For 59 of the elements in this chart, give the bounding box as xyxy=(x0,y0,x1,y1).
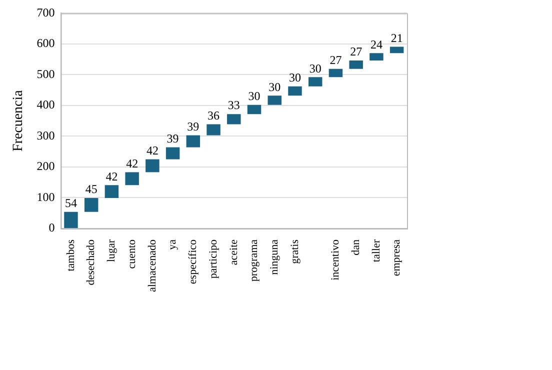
bar xyxy=(247,104,262,114)
bar xyxy=(268,96,282,105)
bar xyxy=(206,124,220,136)
bar xyxy=(349,60,363,69)
y-tick-label: 600 xyxy=(36,36,55,50)
bar xyxy=(166,147,180,160)
bar xyxy=(104,185,119,198)
data-label: 30 xyxy=(309,61,322,76)
data-label: 54 xyxy=(64,196,77,210)
y-tick-label: 0 xyxy=(48,220,55,235)
x-tick-label: ninguna xyxy=(268,239,281,275)
x-tick-label: desechado xyxy=(85,238,98,286)
x-tick-label: aceite xyxy=(228,239,240,266)
x-tick-label: lugar xyxy=(106,239,118,262)
y-tick-label: 300 xyxy=(36,128,55,142)
x-tick-label: participo xyxy=(207,238,220,279)
bar xyxy=(227,114,241,124)
bar xyxy=(328,68,343,78)
data-label: 24 xyxy=(370,37,382,52)
y-axis-title: Frecuencia xyxy=(11,89,26,152)
y-tick-label: 200 xyxy=(36,159,55,174)
data-label: 42 xyxy=(106,169,118,184)
x-tick-label: cuento xyxy=(126,238,138,269)
x-tick-label: taller xyxy=(370,239,382,262)
y-tick-label: 500 xyxy=(36,66,55,81)
x-tick-label: almacenado xyxy=(146,238,158,292)
bar xyxy=(125,172,139,186)
x-tick-label: programa xyxy=(248,239,260,282)
bar xyxy=(186,135,200,148)
data-label: 30 xyxy=(248,89,260,103)
bar xyxy=(308,77,322,86)
bar xyxy=(370,53,384,61)
data-label: 39 xyxy=(187,119,200,134)
x-tick-label: ya xyxy=(166,239,179,250)
x-tick-label: gratis xyxy=(288,239,301,264)
data-label: 36 xyxy=(208,108,220,122)
data-label: 42 xyxy=(126,156,138,170)
data-label: 45 xyxy=(85,182,98,196)
data-label: 30 xyxy=(268,80,281,94)
bar xyxy=(84,198,98,212)
y-tick-label: 400 xyxy=(36,98,55,112)
bar xyxy=(390,46,404,54)
bar xyxy=(64,212,78,228)
x-tick-label: incentivo xyxy=(330,238,342,280)
y-tick-label: 100 xyxy=(36,190,55,204)
x-tick-label: dan xyxy=(350,238,362,256)
data-label: 33 xyxy=(228,98,240,112)
data-label: 21 xyxy=(390,30,403,45)
bar xyxy=(146,159,160,172)
x-tick-label: empresa xyxy=(390,239,403,276)
x-tick-label: tambos xyxy=(64,239,77,272)
data-label: 30 xyxy=(288,70,301,85)
data-label: 39 xyxy=(166,131,179,146)
data-label: 27 xyxy=(350,44,362,59)
data-label: 27 xyxy=(330,53,342,68)
x-tick-label: específico xyxy=(187,238,200,284)
bar xyxy=(288,86,302,96)
y-tick-label: 700 xyxy=(36,5,55,20)
data-label: 42 xyxy=(146,143,158,158)
